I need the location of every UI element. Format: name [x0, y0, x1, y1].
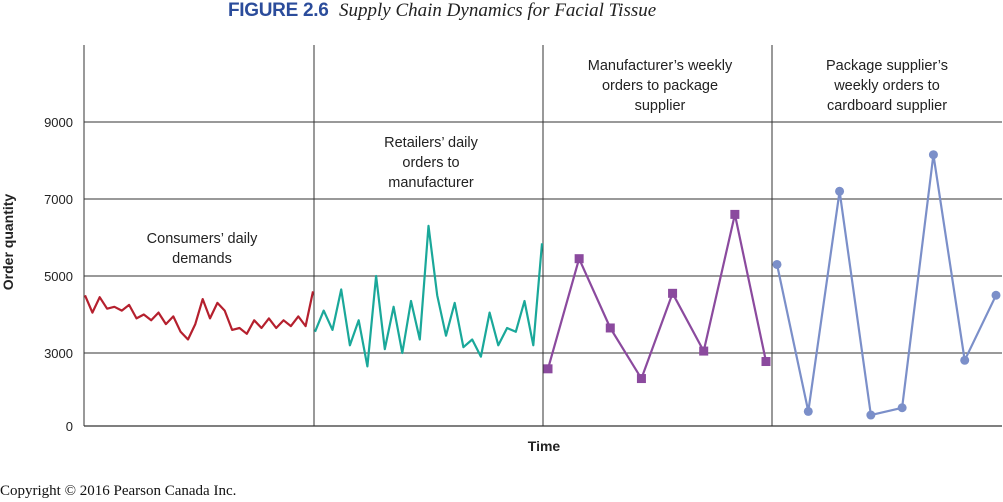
- series-supplier: [772, 150, 1001, 420]
- figure-header: FIGURE 2.6 Supply Chain Dynamics for Fac…: [0, 0, 1003, 28]
- y-tick-label: 0: [66, 419, 73, 434]
- copyright-notice: Copyright © 2016 Pearson Canada Inc.: [0, 483, 237, 499]
- panel-label-line: Package supplier’s: [826, 58, 948, 74]
- series-line-supplier: [775, 153, 997, 417]
- y-tick-label: 5000: [44, 269, 73, 284]
- grid-layer: 0 3000 5000 7000 9000: [44, 45, 1002, 434]
- series-retailers: [313, 224, 544, 368]
- series-manufacturer: [543, 209, 771, 384]
- data-point-square: [699, 346, 709, 356]
- y-tick-label: 3000: [44, 346, 73, 361]
- series-line-manufacturer: [546, 213, 768, 380]
- series-line-consumers: [83, 291, 315, 341]
- panel-label-line: Manufacturer’s weekly: [588, 58, 733, 74]
- series-layer: [83, 150, 1001, 420]
- data-point-square: [730, 209, 740, 219]
- data-point-square: [574, 254, 584, 264]
- figure-title: Supply Chain Dynamics for Facial Tissue: [339, 0, 657, 21]
- figure-number: FIGURE 2.6: [228, 0, 329, 21]
- panel-label-line: manufacturer: [388, 175, 474, 191]
- data-point-square: [605, 323, 615, 333]
- data-point-square: [636, 374, 646, 384]
- data-point-circle: [866, 410, 876, 420]
- panel-label-line: supplier: [635, 98, 686, 114]
- supply-chain-chart: 0 3000 5000 7000 9000 Consumers’ daily demand…: [0, 45, 1002, 454]
- y-axis-label: Order quantity: [0, 194, 16, 291]
- data-point-circle: [897, 403, 907, 413]
- data-point-circle: [991, 290, 1001, 300]
- panel-label-retailers: Retailers’ daily orders to manufacturer: [384, 135, 478, 191]
- data-point-square: [761, 357, 771, 367]
- data-point-circle: [960, 355, 970, 365]
- panel-label-manufacturer: Manufacturer’s weekly orders to package su…: [588, 58, 733, 114]
- panel-label-line: Retailers’ daily: [384, 135, 478, 151]
- data-point-circle: [772, 259, 782, 269]
- data-point-circle: [835, 186, 845, 196]
- panel-label-line: Consumers’ daily: [147, 231, 258, 247]
- data-point-circle: [928, 150, 938, 160]
- panel-label-line: weekly orders to: [833, 78, 940, 94]
- y-tick-label: 9000: [44, 115, 73, 130]
- x-axis-label: Time: [528, 438, 561, 454]
- series-consumers: [83, 291, 315, 341]
- y-tick-label: 7000: [44, 192, 73, 207]
- panel-label-line: cardboard supplier: [827, 98, 947, 114]
- panel-label-line: orders to: [402, 155, 459, 171]
- data-point-square: [668, 288, 678, 298]
- panel-label-supplier: Package supplier’s weekly orders to cardbo…: [826, 58, 948, 114]
- panel-label-consumers: Consumers’ daily demands: [147, 231, 258, 267]
- series-line-retailers: [313, 224, 544, 368]
- label-layer: Consumers’ daily demands Retailers’ daily o…: [147, 58, 948, 267]
- data-point-square: [543, 364, 553, 374]
- data-point-circle: [803, 406, 813, 416]
- panel-label-line: demands: [172, 251, 232, 267]
- panel-label-line: orders to package: [602, 78, 718, 94]
